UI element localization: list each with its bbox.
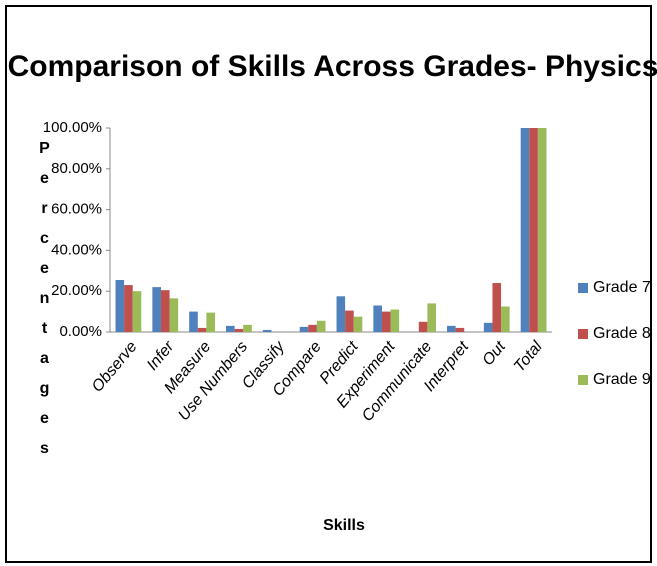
bar	[520, 128, 530, 332]
bar	[353, 316, 363, 332]
bar	[262, 329, 272, 332]
bar	[483, 322, 493, 332]
bar	[529, 128, 538, 332]
chart-title: Comparison of Skills Across Grades- Phys…	[8, 50, 657, 83]
bar	[189, 311, 198, 332]
bar	[501, 306, 510, 332]
x-axis-label: Skills	[323, 517, 365, 534]
x-tick-label: Total	[511, 338, 546, 375]
bar	[169, 298, 179, 332]
y-tick-label: 60.00%	[51, 201, 102, 218]
bar	[243, 324, 252, 332]
bar	[373, 305, 382, 332]
y-tick-label: 80.00%	[51, 160, 102, 177]
bar	[418, 321, 428, 332]
bar	[160, 290, 170, 332]
legend-label: Grade 9	[593, 371, 651, 388]
x-tick-label: Infer	[144, 338, 178, 374]
bar	[132, 291, 142, 332]
bar	[299, 326, 309, 332]
bar	[124, 285, 133, 332]
legend-swatch	[578, 329, 588, 339]
bar	[447, 325, 456, 332]
bar	[308, 324, 317, 332]
y-tick-label: 0.00%	[59, 323, 102, 340]
bar	[234, 328, 244, 332]
bar	[492, 283, 502, 332]
bar	[226, 325, 235, 332]
y-tick-label: 100.00%	[43, 119, 102, 136]
bar	[537, 128, 547, 332]
bar	[316, 320, 326, 332]
legend-swatch	[578, 375, 588, 385]
bar	[152, 287, 161, 332]
bar	[381, 311, 391, 332]
bar	[455, 327, 465, 332]
bar	[206, 312, 215, 332]
bar	[336, 296, 346, 332]
x-tick-label: Out	[479, 338, 509, 369]
chart-border	[5, 5, 652, 563]
y-tick-label: 20.00%	[51, 282, 102, 299]
bar	[390, 309, 400, 332]
legend-label: Grade 8	[593, 325, 651, 342]
bar	[427, 303, 436, 332]
bar	[345, 310, 354, 332]
legend-label: Grade 7	[593, 279, 651, 296]
legend-swatch	[578, 283, 588, 293]
bar	[197, 327, 207, 332]
y-tick-label: 40.00%	[51, 241, 102, 258]
x-tick-label: Observe	[89, 338, 141, 395]
bar	[115, 279, 125, 332]
y-axis-label: Percentages	[36, 140, 53, 470]
